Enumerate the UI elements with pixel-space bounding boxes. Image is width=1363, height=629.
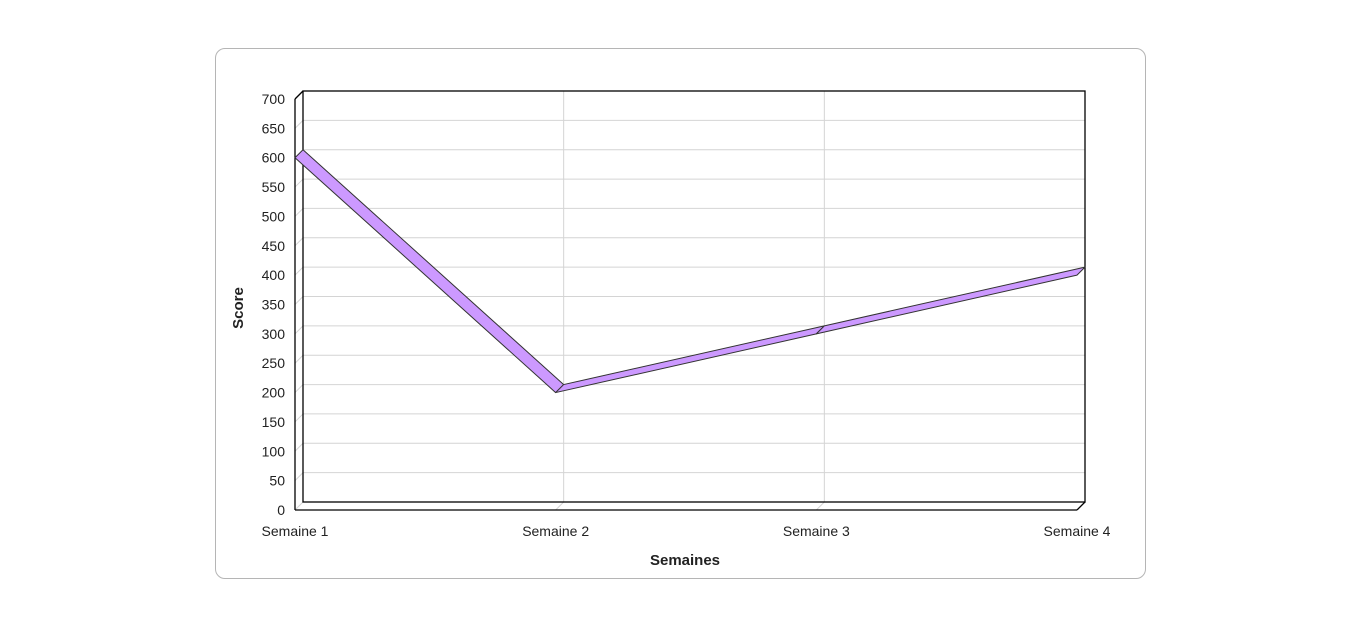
x-tick-labels: Semaine 1 Semaine 2 Semaine 3 Semaine 4 <box>262 523 1111 539</box>
series <box>294 149 1086 394</box>
gridline-floor <box>815 501 825 511</box>
line-segment <box>555 325 825 394</box>
gridline-side <box>294 178 304 188</box>
y-tick-label: 700 <box>262 91 286 107</box>
y-tick-label: 250 <box>262 355 286 371</box>
y-tick-label: 550 <box>262 179 286 195</box>
y-tick-labels: 0 50 100 150 200 250 300 350 400 450 500 550 600 650 7… <box>262 91 286 518</box>
back-wall-frame <box>302 90 1086 503</box>
line-segment <box>815 266 1086 335</box>
side-wall-top-edge <box>294 90 304 100</box>
y-tick-label: 500 <box>262 208 286 224</box>
y-axis-title: Score <box>230 287 247 329</box>
y-tick-label: 350 <box>262 297 286 313</box>
y-tick-label: 100 <box>262 443 286 459</box>
gridline-side <box>294 413 304 423</box>
gridline-side <box>294 266 304 276</box>
y-tick-label: 150 <box>262 414 286 430</box>
y-tick-label: 600 <box>262 150 286 166</box>
axes <box>294 90 1086 511</box>
chart-card <box>215 48 1146 579</box>
line-segment <box>294 149 565 394</box>
x-tick-label: Semaine 2 <box>522 523 589 539</box>
gridline-side <box>294 442 304 452</box>
y-tick-label: 50 <box>269 473 285 489</box>
gridline-side <box>294 354 304 364</box>
y-tick-label: 300 <box>262 326 286 342</box>
x-axis-title: Semaines <box>650 552 720 569</box>
gridline-side <box>294 472 304 481</box>
gridline-side <box>294 384 304 393</box>
x-tick-label: Semaine 3 <box>783 523 850 539</box>
gridline-floor <box>555 501 565 511</box>
x-tick-label: Semaine 1 <box>262 523 329 539</box>
y-tick-label: 400 <box>262 267 286 283</box>
y-tick-label: 200 <box>262 385 286 401</box>
y-tick-label: 450 <box>262 238 286 254</box>
x-tick-label: Semaine 4 <box>1044 523 1111 539</box>
gridline-side <box>294 208 304 217</box>
gridline-side <box>294 325 304 335</box>
gridline-side <box>294 237 304 247</box>
y-tick-label: 0 <box>277 502 285 518</box>
gridline-side <box>294 501 304 511</box>
floor-right-edge <box>1076 501 1086 511</box>
gridline-side <box>294 296 304 305</box>
gridline-side <box>294 120 304 129</box>
y-tick-label: 650 <box>262 120 286 136</box>
